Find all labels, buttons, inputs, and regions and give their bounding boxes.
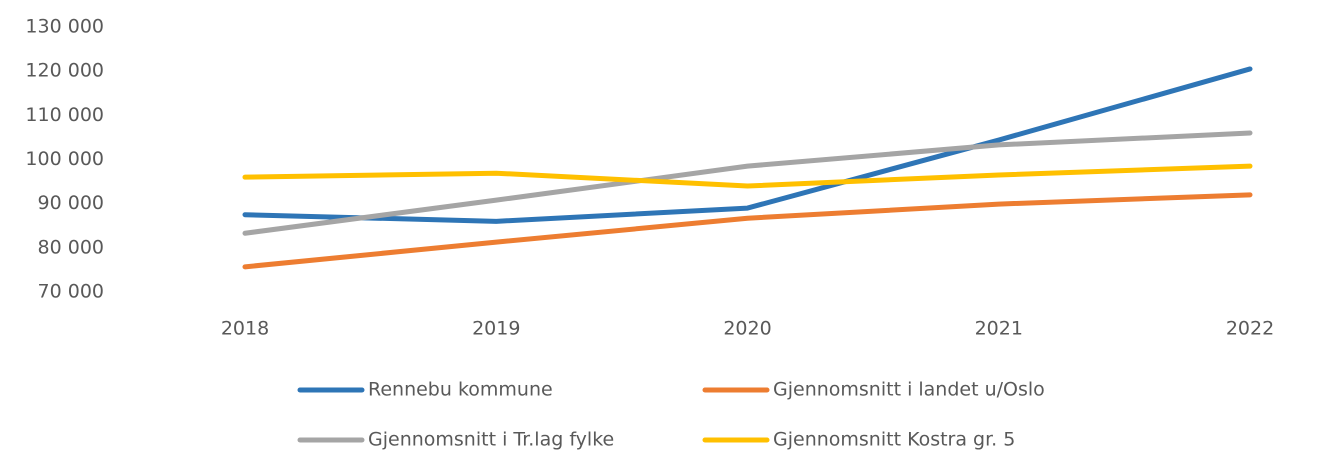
x-tick-label: 2018 [221,318,269,340]
y-tick-label: 100 000 [25,148,104,170]
legend-label: Gjennomsnitt i landet u/Oslo [773,379,1045,401]
y-tick-label: 120 000 [25,60,104,82]
y-tick-label: 130 000 [25,16,104,38]
x-tick-label: 2019 [472,318,520,340]
x-tick-label: 2022 [1226,318,1274,340]
x-tick-label: 2020 [723,318,771,340]
y-tick-label: 70 000 [38,281,104,303]
legend-label: Rennebu kommune [368,379,553,401]
y-tick-label: 80 000 [38,236,104,258]
legend-label: Gjennomsnitt i Tr.lag fylke [368,429,614,451]
series-line [242,66,1253,224]
series-line [242,192,1253,270]
legend-label: Gjennomsnitt Kostra gr. 5 [773,429,1015,451]
y-tick-label: 110 000 [25,104,104,126]
y-tick-label: 90 000 [38,192,104,214]
series-line [242,163,1253,189]
series-line [242,130,1253,236]
x-tick-label: 2021 [975,318,1023,340]
